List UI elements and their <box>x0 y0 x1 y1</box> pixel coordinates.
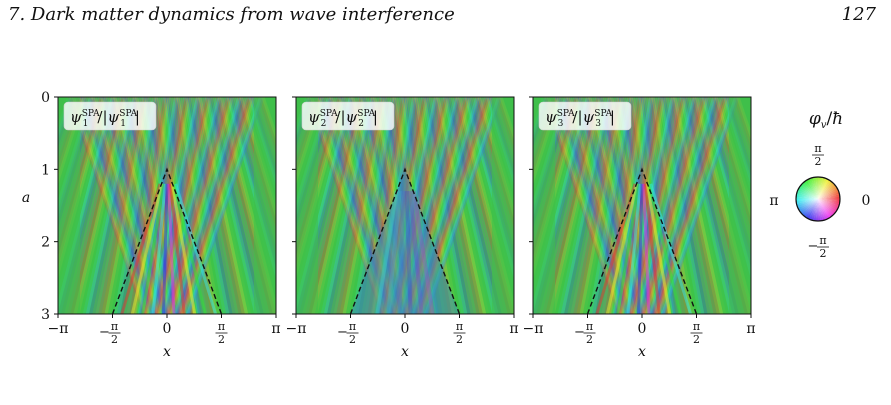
x-axis-label: x <box>638 344 646 360</box>
colorwheel-top-label: π2 <box>812 142 824 168</box>
panel-label-box <box>63 101 157 131</box>
x-tick-label: − π2 <box>337 320 359 346</box>
svg-text:2: 2 <box>218 333 225 346</box>
panel-label: ψSPA 1/|ψSPA 1 | <box>70 108 140 129</box>
chapter-title: 7. Dark matter dynamics from wave interf… <box>8 4 455 25</box>
svg-text:π: π <box>814 142 821 155</box>
panel-label: ψSPA 2/|ψSPA 2 | <box>308 108 378 129</box>
svg-text:π: π <box>456 320 463 333</box>
y-tick-label: 0 <box>41 90 50 106</box>
colorwheel-title: φv/ħ <box>809 109 843 131</box>
caustic-line <box>111 167 223 315</box>
x-tick-label: 0 <box>163 321 172 337</box>
svg-text:2: 2 <box>111 333 118 346</box>
svg-text:2: 2 <box>456 333 463 346</box>
svg-text:−: − <box>99 325 110 340</box>
colorwheel-bottom-label: − π2 <box>808 234 829 260</box>
svg-text:−: − <box>574 325 585 340</box>
svg-text:2: 2 <box>820 247 827 260</box>
phase-map <box>533 97 751 314</box>
svg-text:2: 2 <box>815 155 822 168</box>
x-tick-label: π2 <box>690 320 703 346</box>
svg-text:2: 2 <box>349 333 356 346</box>
x-axis-label: x <box>163 344 171 360</box>
svg-text:π: π <box>819 234 826 247</box>
caustic-line <box>349 167 461 315</box>
svg-text:π: π <box>218 320 225 333</box>
svg-text:π: π <box>693 320 700 333</box>
svg-text:π: π <box>586 320 593 333</box>
colorwheel-right-label: 0 <box>862 193 871 209</box>
x-tick-label: −π <box>48 321 69 337</box>
svg-text:−: − <box>337 325 348 340</box>
colorwheel-ring <box>795 176 841 222</box>
phase-colorwheel: φv/ħπ2− π2π 0 <box>769 109 870 260</box>
caustic-line <box>586 167 698 315</box>
y-tick-label: 1 <box>41 162 50 178</box>
panel-label-box <box>301 101 395 131</box>
svg-text:2: 2 <box>586 333 593 346</box>
panel-label-box <box>538 101 632 131</box>
svg-text:−: − <box>808 239 819 254</box>
x-tick-label: π2 <box>215 320 228 346</box>
x-tick-label: π <box>509 321 518 337</box>
y-tick-label: 2 <box>41 235 50 251</box>
y-tick-label: 3 <box>41 307 50 323</box>
svg-text:π: π <box>349 320 356 333</box>
x-tick-label: −π <box>286 321 307 337</box>
phase-map <box>58 97 276 314</box>
phase-map <box>296 97 514 314</box>
panel-label: ψSPA 3/|ψSPA 3 | <box>545 108 615 129</box>
colorwheel-left-label: π <box>769 193 778 209</box>
svg-text:2: 2 <box>693 333 700 346</box>
svg-text:π: π <box>111 320 118 333</box>
x-tick-label: 0 <box>401 321 410 337</box>
page-number: 127 <box>841 4 876 25</box>
x-tick-label: 0 <box>638 321 647 337</box>
running-head: 7. Dark matter dynamics from wave interf… <box>8 4 876 34</box>
x-tick-label: π2 <box>453 320 466 346</box>
x-axis-label: x <box>401 344 409 360</box>
x-tick-label: π <box>271 321 280 337</box>
x-tick-label: − π2 <box>99 320 121 346</box>
x-tick-label: − π2 <box>574 320 596 346</box>
x-tick-label: −π <box>523 321 544 337</box>
y-axis-label: a <box>22 190 30 206</box>
x-tick-label: π <box>746 321 755 337</box>
